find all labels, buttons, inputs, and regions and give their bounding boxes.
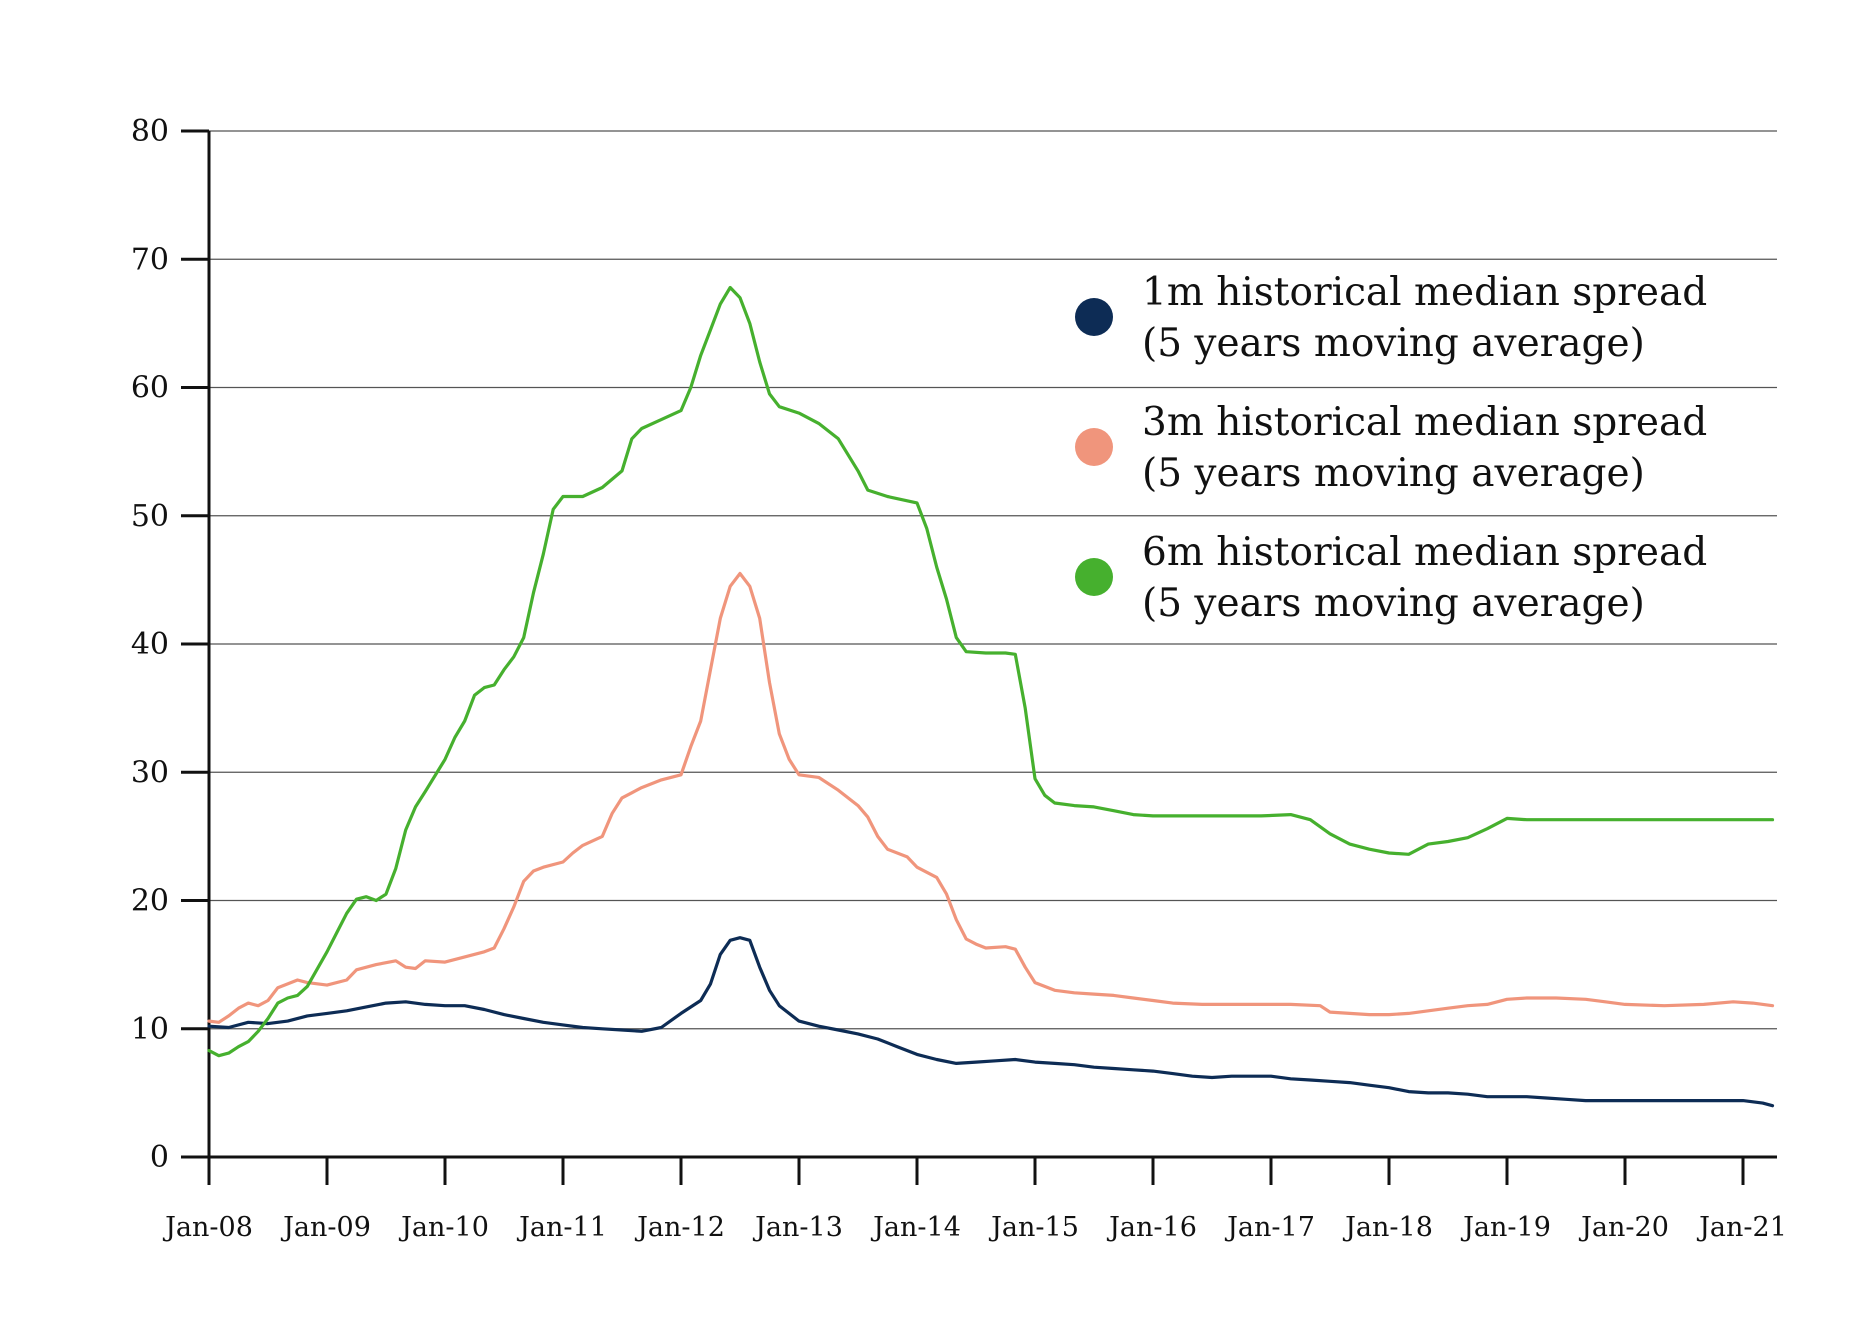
legend-sublabel: (5 years moving average): [1142, 581, 1645, 626]
legend: 1m historical median spread (5 years movi…: [1075, 270, 1707, 626]
x-tick-label: Jan-12: [634, 1212, 725, 1243]
legend-label: 1m historical median spread: [1142, 270, 1707, 315]
x-tick-label: Jan-19: [1460, 1212, 1551, 1243]
gridlines: [209, 130, 1777, 1030]
x-tick-label: Jan-09: [280, 1212, 371, 1243]
x-tick-label: Jan-17: [1224, 1212, 1315, 1243]
series-line-1m: [207, 936, 1775, 1108]
x-tick-label: Jan-18: [1342, 1212, 1433, 1243]
x-tick-label: Jan-14: [870, 1212, 961, 1243]
y-tick-label: 70: [131, 242, 169, 277]
legend-marker-3m: [1075, 428, 1113, 466]
y-tick-label: 10: [131, 1012, 169, 1047]
legend-label: 6m historical median spread: [1142, 530, 1707, 575]
y-tick-label: 30: [131, 755, 169, 790]
legend-sublabel: (5 years moving average): [1142, 321, 1645, 366]
series-lines: [207, 285, 1775, 1108]
legend-marker-1m: [1075, 298, 1113, 336]
x-tick-label: Jan-08: [162, 1212, 253, 1243]
x-tick-label: Jan-16: [1106, 1212, 1197, 1243]
y-tick-label: 0: [150, 1140, 169, 1175]
y-axis-ticks: 0 10 20 30 40 50 60 70 80: [131, 114, 209, 1175]
y-tick-label: 80: [131, 114, 169, 149]
y-tick-label: 40: [131, 627, 169, 662]
y-tick-label: 50: [131, 499, 169, 534]
x-tick-label: Jan-13: [752, 1212, 843, 1243]
x-tick-label: Jan-20: [1578, 1212, 1669, 1243]
x-tick-label: Jan-15: [988, 1212, 1079, 1243]
x-tick-label: Jan-10: [398, 1212, 489, 1243]
y-tick-label: 60: [131, 371, 169, 406]
legend-sublabel: (5 years moving average): [1142, 451, 1645, 496]
x-axis-ticks: Jan-08 Jan-09 Jan-10 Jan-11 Jan-12 Jan-13 Jan-…: [162, 1157, 1787, 1243]
legend-label: 3m historical median spread: [1142, 400, 1707, 445]
x-tick-label: Jan-21: [1696, 1212, 1787, 1243]
series-line-3m: [207, 571, 1775, 1024]
y-tick-label: 20: [131, 884, 169, 919]
x-tick-label: Jan-11: [516, 1212, 607, 1243]
series-line-6m: [207, 285, 1775, 1058]
legend-marker-6m: [1075, 558, 1113, 596]
